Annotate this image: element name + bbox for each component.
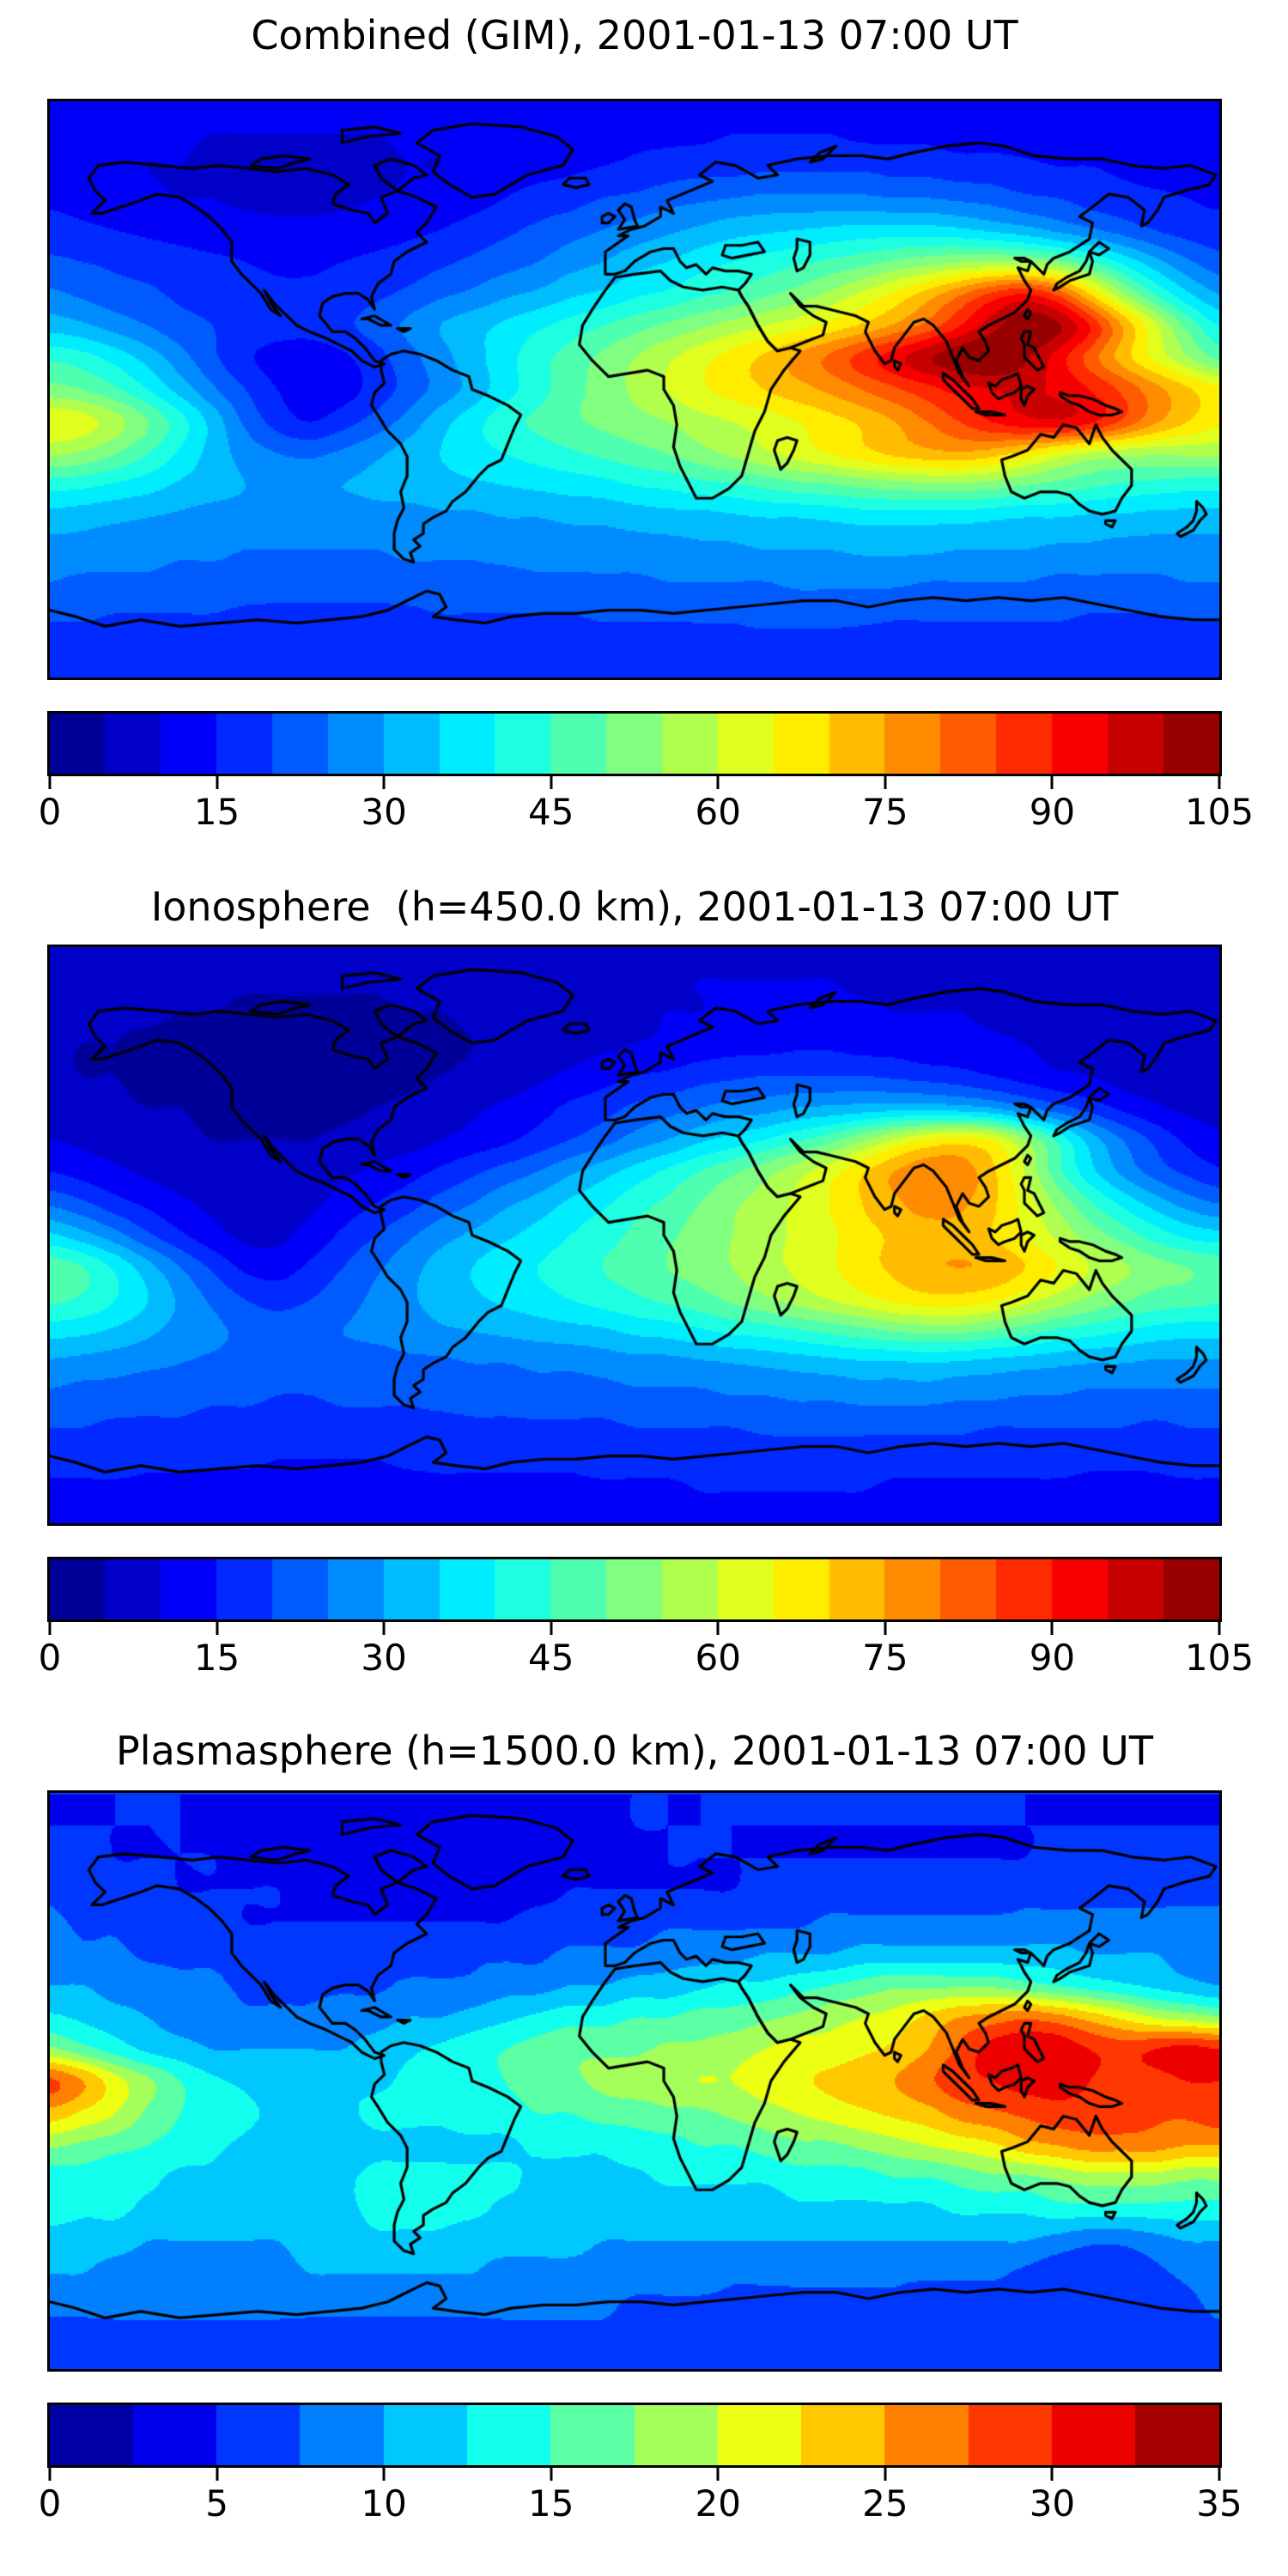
map-frame-combined xyxy=(47,99,1222,680)
colorbar-tick-mark xyxy=(382,1622,386,1635)
colorbar-tick-mark xyxy=(48,2468,52,2481)
colorbar-tick-mark xyxy=(216,1622,219,1635)
colorbar-tick-mark xyxy=(550,776,553,789)
colorbar-tick-label: 30 xyxy=(361,1637,407,1679)
colorbar-tick-label: 105 xyxy=(1184,791,1255,833)
colorbar-ticks-combined: 0 15 30 45 60 75 90 105 xyxy=(39,776,1254,843)
colorbar-tick-label: 0 xyxy=(38,2482,62,2524)
colorbar-tick-mark xyxy=(48,1622,52,1635)
colorbar-tick-mark xyxy=(48,776,52,789)
colorbar-frame-ionosphere xyxy=(47,1557,1222,1622)
colorbar-frame-plasmasphere xyxy=(47,2403,1222,2468)
colorbar-tick-label: 0 xyxy=(38,791,62,833)
colorbar-tick-label: 90 xyxy=(1029,791,1076,833)
colorbar-tick-mark xyxy=(884,2468,887,2481)
colorbar-tick-label: 30 xyxy=(361,791,407,833)
colorbar-tick-mark xyxy=(382,2468,386,2481)
colorbar-tick-mark xyxy=(1218,776,1221,789)
colorbar-tick-label: 20 xyxy=(695,2482,742,2524)
colorbar-tick-label: 15 xyxy=(527,2482,574,2524)
colorbar-tick-mark xyxy=(550,1622,553,1635)
colorbar-tick-label: 15 xyxy=(193,1637,240,1679)
colorbar-tick-label: 10 xyxy=(361,2482,407,2524)
colorbar-tick-mark xyxy=(1050,1622,1054,1635)
map-canvas-combined xyxy=(50,101,1219,677)
colorbar-ticks-plasmasphere: 0 5 10 15 20 25 30 35 xyxy=(39,2468,1242,2535)
map-canvas-ionosphere xyxy=(50,947,1219,1523)
colorbar-ticks-ionosphere: 0 15 30 45 60 75 90 105 xyxy=(39,1622,1254,1689)
map-canvas-plasmasphere xyxy=(50,1793,1219,2369)
colorbar-tick-mark xyxy=(884,776,887,789)
panel-title-combined: Combined (GIM), 2001-01-13 07:00 UT xyxy=(251,12,1018,58)
colorbar-tick-label: 35 xyxy=(1196,2482,1242,2524)
colorbar-tick-label: 105 xyxy=(1184,1637,1255,1679)
colorbar-tick-mark xyxy=(716,776,720,789)
colorbar-tick-mark xyxy=(1050,776,1054,789)
colorbar-canvas-plasmasphere xyxy=(50,2405,1219,2465)
colorbar-tick-label: 15 xyxy=(193,791,240,833)
colorbar-tick-label: 75 xyxy=(862,791,908,833)
map-frame-plasmasphere xyxy=(47,1790,1222,2372)
colorbar-tick-label: 25 xyxy=(862,2482,908,2524)
colorbar-tick-mark xyxy=(1218,2468,1221,2481)
colorbar-tick-mark xyxy=(550,2468,553,2481)
colorbar-tick-label: 30 xyxy=(1029,2482,1076,2524)
colorbar-tick-label: 60 xyxy=(695,1637,742,1679)
colorbar-tick-label: 90 xyxy=(1029,1637,1076,1679)
colorbar-canvas-ionosphere xyxy=(50,1559,1219,1619)
colorbar-tick-mark xyxy=(216,776,219,789)
colorbar-tick-label: 0 xyxy=(38,1637,62,1679)
colorbar-tick-label: 75 xyxy=(862,1637,908,1679)
colorbar-tick-mark xyxy=(1050,2468,1054,2481)
panel-title-plasmasphere: Plasmasphere (h=1500.0 km), 2001-01-13 0… xyxy=(116,1728,1153,1774)
panel-title-ionosphere: Ionosphere (h=450.0 km), 2001-01-13 07:0… xyxy=(150,884,1119,930)
colorbar-tick-label: 5 xyxy=(205,2482,228,2524)
colorbar-tick-mark xyxy=(382,776,386,789)
colorbar-tick-mark xyxy=(716,1622,720,1635)
colorbar-tick-label: 45 xyxy=(527,791,574,833)
map-frame-ionosphere xyxy=(47,945,1222,1526)
colorbar-tick-mark xyxy=(216,2468,219,2481)
colorbar-frame-combined xyxy=(47,711,1222,776)
colorbar-tick-label: 60 xyxy=(695,791,742,833)
colorbar-tick-label: 45 xyxy=(527,1637,574,1679)
colorbar-tick-mark xyxy=(884,1622,887,1635)
colorbar-tick-mark xyxy=(716,2468,720,2481)
colorbar-canvas-combined xyxy=(50,714,1219,774)
colorbar-tick-mark xyxy=(1218,1622,1221,1635)
